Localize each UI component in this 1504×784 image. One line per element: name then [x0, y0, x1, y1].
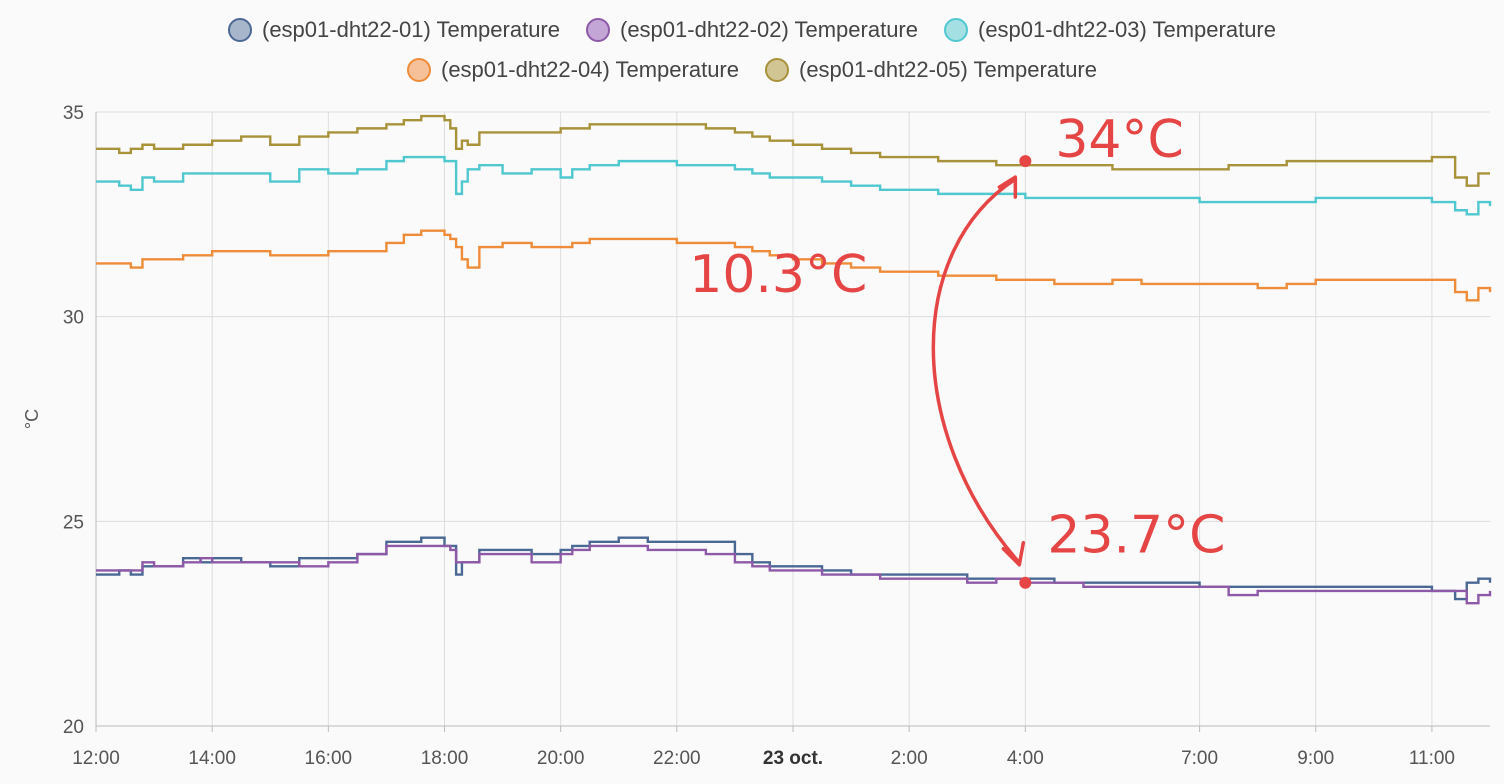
chart-grid — [95, 111, 1490, 727]
annotation-arrowhead — [1001, 540, 1026, 567]
x-tick-label: 22:00 — [653, 748, 701, 769]
chart-annotations: 34°C 23.7°C 10.3°C — [689, 110, 1225, 589]
annotation-point — [1019, 155, 1032, 168]
legend-swatch-icon — [228, 18, 252, 42]
legend-swatch-icon — [944, 18, 968, 42]
annotation-arrowhead — [997, 175, 1018, 199]
series-line — [96, 544, 1492, 605]
legend-swatch-icon — [407, 58, 431, 82]
chart-axes: 20 25 30 35 12:00 14:00 16:00 18:00 20:00 22:00 23… — [22, 103, 1490, 769]
x-tick-label: 18:00 — [421, 748, 469, 769]
legend-swatch-icon — [765, 58, 789, 82]
legend-row-1: (esp01-dht22-01) Temperature (esp01-dht2… — [228, 12, 1276, 48]
annotation-label-delta: 10.3°C — [689, 245, 867, 305]
legend-label: (esp01-dht22-04) Temperature — [441, 57, 739, 82]
legend-item-esp01-dht22-04[interactable]: (esp01-dht22-04) Temperature — [407, 57, 739, 83]
legend-item-esp01-dht22-02[interactable]: (esp01-dht22-02) Temperature — [586, 17, 918, 43]
y-tick-label: 35 — [63, 103, 84, 124]
y-tick-label: 30 — [63, 308, 84, 329]
legend-label: (esp01-dht22-02) Temperature — [620, 17, 918, 42]
x-tick-label: 14:00 — [188, 748, 236, 769]
x-tick-label: 16:00 — [305, 748, 353, 769]
legend-item-esp01-dht22-01[interactable]: (esp01-dht22-01) Temperature — [228, 17, 560, 43]
chart-legend: (esp01-dht22-01) Temperature (esp01-dht2… — [0, 12, 1504, 88]
x-tick-label: 11:00 — [1409, 748, 1455, 769]
annotation-point — [1019, 576, 1032, 589]
annotation-arrow — [931, 177, 1022, 565]
annotation-label-34: 34°C — [1055, 110, 1183, 170]
legend-row-2: (esp01-dht22-04) Temperature (esp01-dht2… — [407, 52, 1097, 88]
chart-series — [96, 114, 1492, 605]
legend-swatch-icon — [586, 18, 610, 42]
y-tick-label: 20 — [63, 717, 84, 738]
x-tick-label: 23 oct. — [763, 748, 823, 769]
x-tick-label: 9:00 — [1297, 748, 1334, 769]
y-axis-label: °C — [22, 409, 42, 429]
legend-item-esp01-dht22-03[interactable]: (esp01-dht22-03) Temperature — [944, 17, 1276, 43]
legend-label: (esp01-dht22-01) Temperature — [262, 17, 560, 42]
legend-label: (esp01-dht22-05) Temperature — [799, 57, 1097, 82]
series-line — [96, 229, 1492, 302]
series-line — [96, 155, 1492, 216]
x-tick-label: 7:00 — [1181, 748, 1218, 769]
x-tick-label: 4:00 — [1007, 748, 1044, 769]
legend-label: (esp01-dht22-03) Temperature — [978, 17, 1276, 42]
x-tick-label: 20:00 — [537, 748, 585, 769]
annotation-label-23-7: 23.7°C — [1047, 506, 1225, 566]
y-tick-label: 25 — [63, 512, 84, 533]
x-tick-label: 12:00 — [72, 748, 120, 769]
legend-item-esp01-dht22-05[interactable]: (esp01-dht22-05) Temperature — [765, 57, 1097, 83]
series-line — [96, 114, 1490, 187]
x-tick-label: 2:00 — [891, 748, 928, 769]
